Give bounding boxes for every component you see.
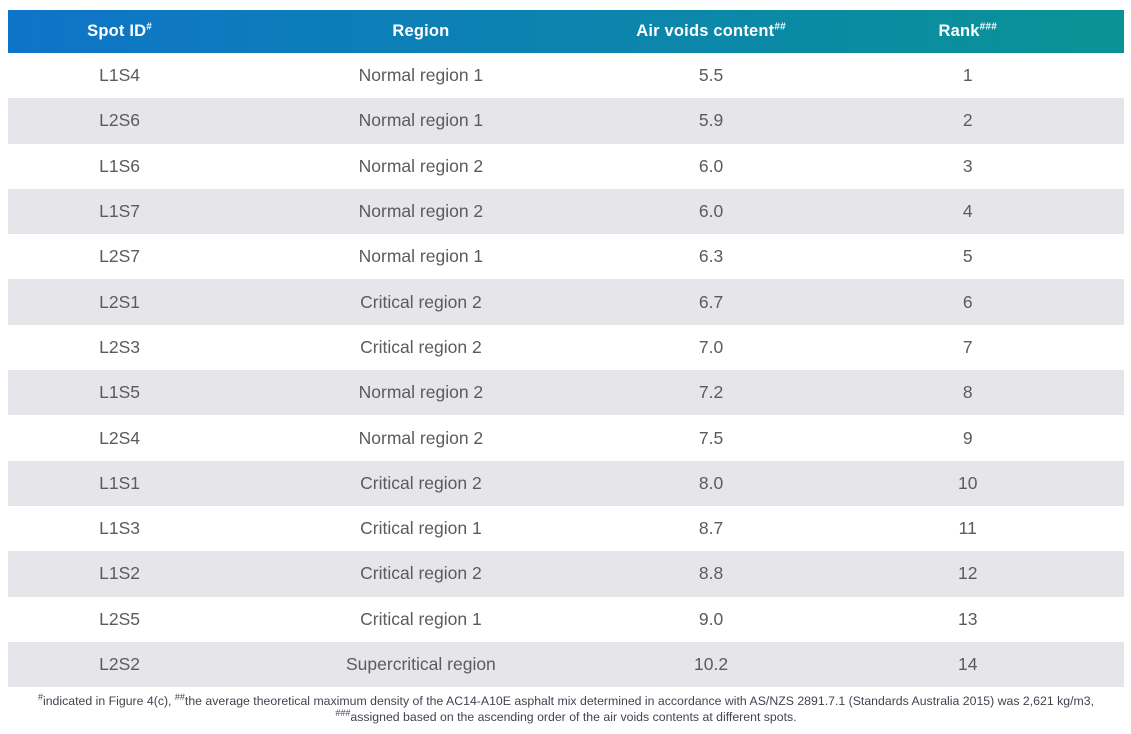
table-cell: L1S3 <box>99 518 141 539</box>
table-cell: L2S3 <box>99 336 141 357</box>
header-row: Spot ID# Region Air voids content## Rank… <box>8 10 1124 53</box>
column-header-superscript: # <box>146 21 153 33</box>
table-cell: 1 <box>962 65 973 86</box>
table-cell: L2S1 <box>99 291 141 312</box>
table-cell: 6.7 <box>698 291 724 312</box>
table-cell: Normal region 2 <box>358 201 484 222</box>
table-cell: Normal region 2 <box>358 427 484 448</box>
table-cell: Normal region 1 <box>358 110 484 131</box>
table-row: L1S5 Normal region 2 7.2 8 <box>8 370 1124 416</box>
table-cell: L2S5 <box>99 608 141 629</box>
column-header-spot-id: Spot ID# <box>8 10 231 53</box>
table-cell: L1S5 <box>99 382 141 403</box>
table-row: L1S7 Normal region 2 6.0 4 <box>8 188 1124 235</box>
table-cell: L1S7 <box>99 201 141 222</box>
table-cell: 14 <box>958 654 978 674</box>
column-header-superscript: ### <box>979 21 997 33</box>
table-body: L1S4 Normal region 1 5.5 1 L2S6 Normal region… <box>8 53 1124 688</box>
table-row: L1S3 Critical region 1 8.7 11 <box>8 505 1124 552</box>
table-row: L1S2 Critical region 2 8.8 12 <box>8 551 1124 597</box>
table-cell: 7.2 <box>698 382 724 403</box>
table-row: L2S7 Normal region 1 6.3 5 <box>8 234 1124 280</box>
table-cell: 5.9 <box>698 110 724 131</box>
footnote-text: assigned based on the ascending order of… <box>350 709 797 724</box>
table-row: L1S1 Critical region 2 8.0 10 <box>8 460 1124 506</box>
table-cell: 2 <box>962 110 973 131</box>
table-row: L1S4 Normal region 1 5.5 1 <box>8 53 1124 99</box>
table-row: L2S5 Critical region 1 9.0 13 <box>8 596 1124 642</box>
table-cell: L1S6 <box>99 155 141 176</box>
table-cell: 6.0 <box>698 155 724 176</box>
table-cell: 7 <box>962 336 973 357</box>
table-cell: 8.8 <box>698 563 724 584</box>
table-cell: 7.5 <box>698 427 724 448</box>
column-header-label: Region <box>392 22 450 40</box>
table-cell: L2S7 <box>99 246 141 267</box>
table-cell: L2S2 <box>99 654 141 674</box>
table-cell: 9.0 <box>698 608 724 629</box>
footnote: #indicated in Figure 4(c), ##the average… <box>10 692 1122 725</box>
column-header-label: Rank <box>938 22 980 40</box>
table-cell: 6.3 <box>698 246 724 267</box>
column-header-superscript: ## <box>774 21 786 33</box>
table-cell: Critical region 2 <box>360 336 482 357</box>
footnote-superscript: # <box>37 692 43 703</box>
table-cell: 10.2 <box>694 654 729 674</box>
table-cell: Normal region 2 <box>358 382 484 403</box>
table-cell: 8.7 <box>698 518 724 539</box>
table-row: L2S2 Supercritical region 10.2 14 <box>8 641 1124 688</box>
table-cell: Critical region 1 <box>360 608 482 629</box>
table-cell: Critical region 1 <box>360 518 482 539</box>
table-cell: L2S6 <box>99 110 141 131</box>
table-cell: 9 <box>962 427 973 448</box>
footnote-text: the average theoretical maximum density … <box>184 694 1095 709</box>
table-cell: 7.0 <box>698 336 724 357</box>
table-row: L2S4 Normal region 2 7.5 9 <box>8 415 1124 461</box>
table-cell: L1S2 <box>99 563 141 584</box>
table-cell: 8.0 <box>698 472 724 493</box>
table-row: L2S3 Critical region 2 7.0 7 <box>8 324 1124 371</box>
table-cell: Critical region 2 <box>360 563 482 584</box>
table-cell: Supercritical region <box>346 654 496 674</box>
table-row: L2S1 Critical region 2 6.7 6 <box>8 279 1124 325</box>
table-cell: 10 <box>958 472 978 493</box>
footnote-text: indicated in Figure 4(c), <box>42 694 175 709</box>
table-cell: 6.0 <box>698 201 724 222</box>
air-voids-table: Spot ID# Region Air voids content## Rank… <box>8 10 1124 688</box>
table-cell: 11 <box>958 518 977 539</box>
table-cell: Normal region 2 <box>358 155 484 176</box>
column-header-rank: Rank### <box>812 10 1125 53</box>
footnote-superscript: ## <box>174 692 185 703</box>
table-cell: 6 <box>962 291 973 312</box>
column-header-region: Region <box>231 10 610 53</box>
column-header-label: Spot ID <box>87 22 147 40</box>
table-cell: Normal region 1 <box>358 65 484 86</box>
footnote-superscript: ### <box>335 707 351 718</box>
table-cell: L2S4 <box>99 427 141 448</box>
table-cell: 5 <box>962 246 973 267</box>
table-row: L1S6 Normal region 2 6.0 3 <box>8 143 1124 189</box>
table-cell: L1S4 <box>99 65 141 86</box>
table-cell: 13 <box>958 608 978 629</box>
column-header-label: Air voids content <box>636 22 775 40</box>
table-cell: 5.5 <box>698 65 724 86</box>
table-header: Spot ID# Region Air voids content## Rank… <box>8 10 1124 53</box>
table-cell: Normal region 1 <box>358 246 484 267</box>
table-cell: 12 <box>958 563 978 584</box>
table-cell: 3 <box>962 155 973 176</box>
table-cell: 4 <box>962 201 973 222</box>
table-cell: 8 <box>962 382 973 403</box>
table-cell: Critical region 2 <box>360 291 482 312</box>
table-row: L2S6 Normal region 1 5.9 2 <box>8 98 1124 144</box>
table-cell: L1S1 <box>99 472 141 493</box>
column-header-air-voids-content: Air voids content## <box>611 10 812 53</box>
table-cell: Critical region 2 <box>360 472 482 493</box>
